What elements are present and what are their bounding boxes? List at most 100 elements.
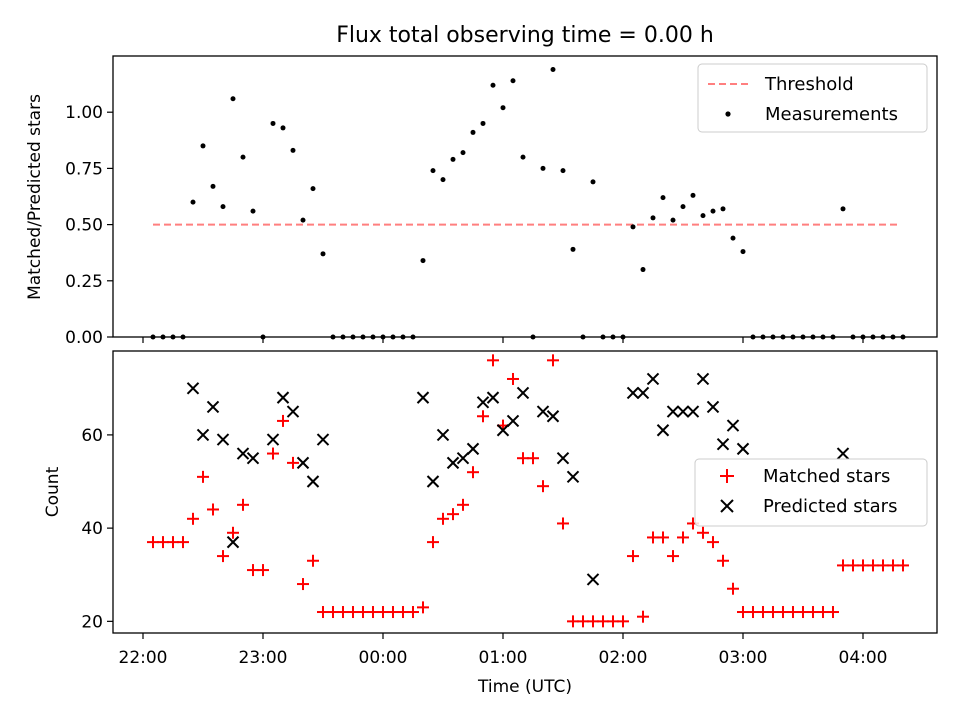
- matched-star-point: [467, 466, 479, 479]
- measurement-point: [210, 183, 216, 189]
- measurements-legend-swatch: [725, 111, 731, 117]
- bottom-axes-frame: [112, 350, 938, 634]
- predicted-star-point: [196, 428, 210, 442]
- predicted-star-point: [416, 391, 430, 404]
- predicted-star-point: [426, 475, 440, 488]
- x-tick-label: 23:00: [239, 648, 288, 668]
- predicted-star-point: [306, 475, 320, 488]
- matched-star-point: [657, 531, 669, 544]
- measurement-point: [190, 199, 196, 205]
- predicted-star-point: [466, 442, 480, 456]
- measurement-point: [660, 195, 666, 201]
- top-y-tick-label: 1.00: [65, 103, 103, 123]
- matched-star-point: [457, 498, 469, 511]
- measurement-point: [220, 204, 226, 210]
- measurement-point: [270, 120, 276, 126]
- threshold-legend-label: Threshold: [764, 74, 854, 95]
- x-tick-label: 03:00: [719, 648, 768, 668]
- predicted-legend-label: Predicted stars: [763, 496, 897, 517]
- matched-star-point: [527, 452, 539, 465]
- matched-star-point: [177, 536, 189, 549]
- top-chart-title: Flux total observing time = 0.00 h: [336, 23, 714, 48]
- predicted-star-point: [486, 391, 500, 404]
- measurement-point: [300, 217, 306, 223]
- predicted-star-point: [226, 535, 240, 549]
- top-legend: Threshold Measurements: [697, 63, 928, 133]
- matched-star-point: [827, 606, 839, 619]
- measurement-point: [470, 129, 476, 135]
- measurement-point: [560, 168, 566, 174]
- measurement-point: [670, 217, 676, 223]
- matched-star-point: [417, 601, 429, 614]
- predicted-star-point: [236, 447, 250, 460]
- x-tick-label: 00:00: [359, 648, 408, 668]
- predicted-star-point: [456, 451, 470, 465]
- top-y-tick-label: 0.50: [65, 216, 103, 236]
- measurement-point: [540, 165, 546, 171]
- measurement-point: [650, 215, 656, 221]
- predicted-star-point: [836, 447, 850, 460]
- measurements-legend-label: Measurements: [765, 104, 898, 125]
- matched-star-point: [717, 554, 729, 567]
- predicted-star-point: [716, 438, 730, 451]
- measurement-point: [290, 147, 296, 153]
- matched-legend-label: Matched stars: [763, 466, 890, 487]
- measurement-point: [440, 177, 446, 183]
- predicted-star-point: [446, 456, 460, 470]
- bottom-legend: Matched stars Predicted stars: [694, 458, 928, 527]
- matched-star-point: [207, 503, 219, 516]
- predicted-legend-swatch: [720, 499, 734, 513]
- matched-star-point: [257, 564, 269, 577]
- measurement-point: [840, 206, 846, 212]
- bottom-legend-box: [694, 458, 928, 527]
- matched-star-point: [537, 480, 549, 493]
- measurement-point: [230, 96, 236, 102]
- matched-star-point: [667, 550, 679, 563]
- matched-star-point: [277, 414, 289, 427]
- measurement-point: [460, 150, 466, 156]
- x-tick-label: 04:00: [839, 648, 888, 668]
- matched-star-point: [187, 512, 199, 525]
- matched-star-point: [217, 550, 229, 563]
- predicted-star-point: [566, 470, 580, 484]
- x-tick-label: 02:00: [599, 648, 648, 668]
- predicted-star-point: [186, 382, 200, 395]
- predicted-star-point: [656, 424, 670, 437]
- matched-star-point: [557, 517, 569, 530]
- predicted-star-point: [636, 386, 650, 400]
- predicted-star-point: [246, 451, 260, 465]
- measurement-point: [690, 192, 696, 198]
- bottom-x-ticks: 22:00 23:00 00:00 01:00 02:00 03:00 04:00: [119, 633, 888, 668]
- measurement-point: [680, 204, 686, 210]
- top-y-axis-label: Matched/Predicted stars: [25, 94, 45, 300]
- predicted-star-point: [276, 391, 290, 404]
- predicted-star-point: [516, 386, 530, 400]
- top-legend-box: [697, 63, 928, 133]
- matched-star-point: [297, 578, 309, 591]
- bottom-y-tick-label: 40: [81, 519, 103, 539]
- predicted-star-point: [686, 405, 700, 418]
- predicted-star-point: [206, 400, 220, 414]
- measurement-point: [430, 168, 436, 174]
- top-y-ticks: 0.00 0.25 0.50 0.75 1.00: [65, 103, 113, 348]
- measurement-point: [730, 235, 736, 241]
- matched-star-point: [427, 536, 439, 549]
- matched-star-point: [617, 615, 629, 628]
- matched-star-point: [547, 354, 559, 367]
- matched-star-point: [697, 526, 709, 539]
- measurement-point: [200, 143, 206, 149]
- bottom-y-tick-label: 20: [81, 612, 103, 632]
- top-y-tick-label: 0.25: [65, 272, 103, 292]
- matched-star-point: [447, 508, 459, 521]
- predicted-star-point: [706, 400, 720, 414]
- bottom-y-axis-label: Count: [43, 466, 63, 517]
- matched-star-point: [407, 606, 419, 619]
- predicted-star-point: [286, 405, 300, 418]
- measurement-point: [570, 246, 576, 252]
- matched-star-point: [677, 531, 689, 544]
- predicted-star-point: [726, 419, 740, 432]
- matched-legend-swatch: [720, 469, 734, 483]
- measurement-point: [520, 154, 526, 160]
- predicted-star-point: [556, 451, 570, 465]
- measurement-point: [740, 249, 746, 255]
